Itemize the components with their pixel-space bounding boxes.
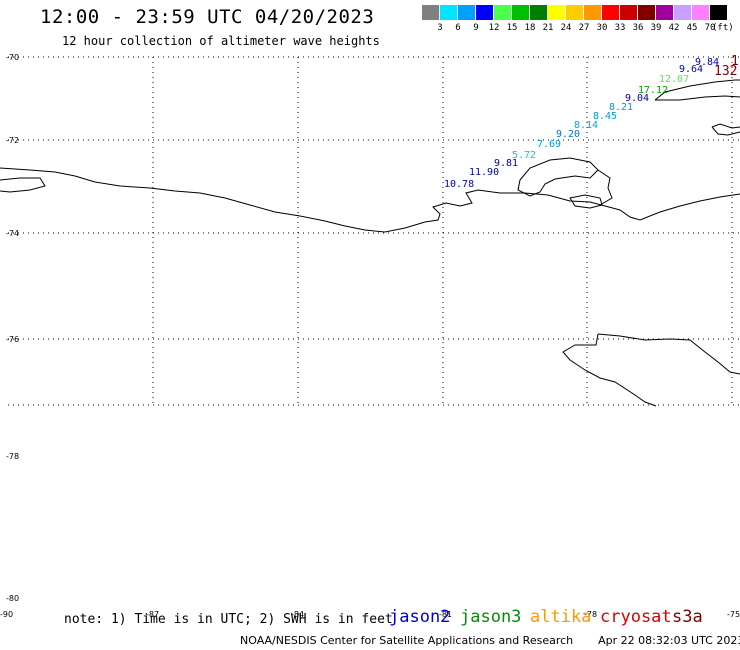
wave-height-value: 10.78	[444, 179, 474, 190]
colorbar-swatch	[620, 5, 637, 20]
colorbar-swatch	[566, 5, 583, 20]
colorbar-swatch	[494, 5, 511, 20]
colorbar-label: 6	[455, 23, 461, 33]
colorbar-label: 39	[650, 23, 662, 33]
satellite-jason3: jason3	[460, 607, 522, 627]
colorbar-swatch	[422, 5, 439, 20]
colorbar-swatch	[458, 5, 475, 20]
colorbar-label: 12	[488, 23, 500, 33]
colorbar-swatch	[440, 5, 457, 20]
colorbar-label: 33	[614, 23, 626, 33]
longitude-label: -87	[146, 610, 159, 619]
colorbar-units: (ft)	[712, 23, 734, 33]
coastline	[0, 79, 740, 407]
satellite-jason2: jason2	[389, 607, 451, 627]
credit-text: NOAA/NESDIS Center for Satellite Applica…	[240, 634, 574, 647]
wave-height-value: 9.64	[679, 64, 703, 75]
wave-height-value: 12.07	[659, 74, 689, 85]
colorbar-swatch	[530, 5, 547, 20]
latitude-labels: -70 -72 -74 -76 -78 -80 -90	[0, 53, 19, 619]
colorbar-label: 42	[668, 23, 680, 33]
satellite-altika: altika	[530, 607, 592, 627]
satellite-s3a: s3a	[672, 607, 703, 627]
longitude-label: -84	[291, 610, 304, 619]
footer-note: note: 1) Time is in UTC; 2) SWH is in fe…	[64, 612, 393, 627]
longitude-label: -75	[727, 610, 740, 619]
latitude-label: -70	[6, 53, 19, 62]
colorbar-swatch	[656, 5, 673, 20]
wave-height-value: 5.72	[512, 150, 536, 161]
colorbar-label: 70	[704, 23, 716, 33]
colorbar-swatch	[692, 5, 709, 20]
wave-height-value: 9.81	[494, 158, 518, 169]
wave-height-value: 7.69	[537, 139, 561, 150]
colorbar-swatch	[710, 5, 727, 20]
latitude-label: -72	[6, 136, 19, 145]
graticule	[8, 56, 740, 406]
wave-height-value: 9.04	[625, 93, 649, 104]
footer-credit: NOAA/NESDIS Center for Satellite Applica…	[240, 634, 740, 647]
colorbar-swatch	[602, 5, 619, 20]
wave-height-value: 8.14	[574, 120, 598, 131]
colorbar-swatch	[638, 5, 655, 20]
wave-height-value: 8.21	[609, 102, 633, 113]
colorbar-swatch	[548, 5, 565, 20]
longitude-label: -78	[584, 610, 597, 619]
wave-height-value: 8.45	[593, 111, 617, 122]
colorbar-swatch	[674, 5, 691, 20]
wave-height-value: 17.12	[638, 85, 668, 96]
wave-height-value: 132	[714, 64, 737, 79]
colorbar-label: 21	[542, 23, 554, 33]
colorbar-label: 15	[506, 23, 518, 33]
colorbar-label: 27	[578, 23, 590, 33]
longitude-labels: -87 -84 -81 -78 -75	[146, 610, 740, 619]
colorbar-label: 18	[524, 23, 536, 33]
colorbar-swatch	[476, 5, 493, 20]
timestamp: Apr 22 08:32:03 UTC 2023	[598, 634, 740, 647]
satellite-cryosat: cryosat	[600, 607, 672, 627]
colorbar-label: 36	[632, 23, 644, 33]
page-subtitle: 12 hour collection of altimeter wave hei…	[62, 34, 380, 48]
latitude-label: -90	[0, 610, 13, 619]
latitude-label: -78	[6, 452, 19, 461]
wave-height-value: 1	[731, 54, 739, 69]
wave-height-value: 9.84	[695, 57, 719, 68]
page-title: 12:00 - 23:59 UTC 04/20/2023	[40, 6, 375, 28]
latitude-label: -76	[6, 335, 19, 344]
colorbar-label: 24	[560, 23, 572, 33]
latitude-label: -80	[6, 594, 19, 603]
latitude-label: -74	[6, 229, 19, 238]
wave-height-value: 11.90	[469, 167, 499, 178]
colorbar-label: 3	[437, 23, 443, 33]
wave-height-value: 9.20	[556, 129, 580, 140]
wave-height-labels: 10.78 11.90 9.81 5.72 7.69 9.20 8.14 8.4…	[444, 54, 739, 190]
colorbar-swatch	[584, 5, 601, 20]
colorbar-label: 9	[473, 23, 479, 33]
colorbar-swatch	[512, 5, 529, 20]
colorbar-label: 45	[686, 23, 698, 33]
colorbar-label: 30	[596, 23, 608, 33]
longitude-label: -81	[439, 610, 452, 619]
